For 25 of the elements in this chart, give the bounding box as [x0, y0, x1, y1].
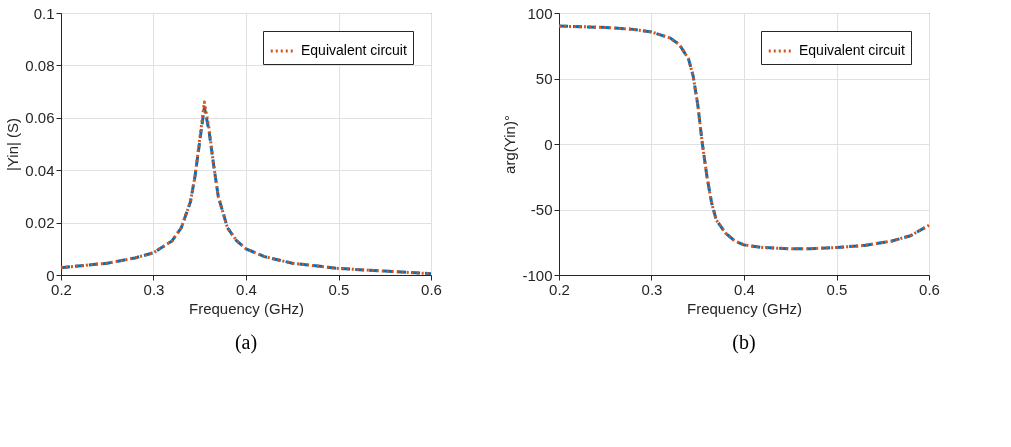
x-tick-label: 0.3: [143, 280, 165, 298]
x-tick-label: 0.3: [641, 280, 663, 298]
y-axis-title: arg(Yin)°: [501, 115, 519, 174]
y-tick-label: 100: [527, 4, 553, 22]
y-tick-label: 0.1: [33, 4, 55, 22]
text: (b): [732, 331, 756, 354]
x-tick-label: 0.4: [734, 280, 755, 298]
legend-label: Equivalent circuit: [301, 42, 407, 58]
x-tick-label: 0.4: [236, 280, 257, 298]
y-axis-title: |Yin| (S): [4, 117, 22, 172]
y-tick-label: 0: [544, 135, 553, 153]
y-tick-label: 0.06: [25, 109, 55, 127]
y-tick-label: 0.02: [25, 214, 55, 232]
x-axis-title: Frequency (GHz): [686, 299, 803, 317]
y-tick-label: 50: [535, 70, 553, 87]
y-tick-label: -50: [530, 201, 553, 218]
x-tick-label: 0.5: [328, 280, 350, 298]
legend-label: Equivalent circuit: [799, 42, 905, 58]
x-axis-title: Frequency (GHz): [188, 299, 305, 317]
y-tick-label: 0.04: [25, 161, 55, 179]
y-tick-label: 0.08: [25, 56, 55, 74]
text: (a): [234, 331, 258, 354]
x-tick-label: 0.5: [826, 280, 848, 298]
x-tick-label: 0.6: [919, 280, 940, 298]
x-tick-label: 0.6: [421, 280, 442, 298]
